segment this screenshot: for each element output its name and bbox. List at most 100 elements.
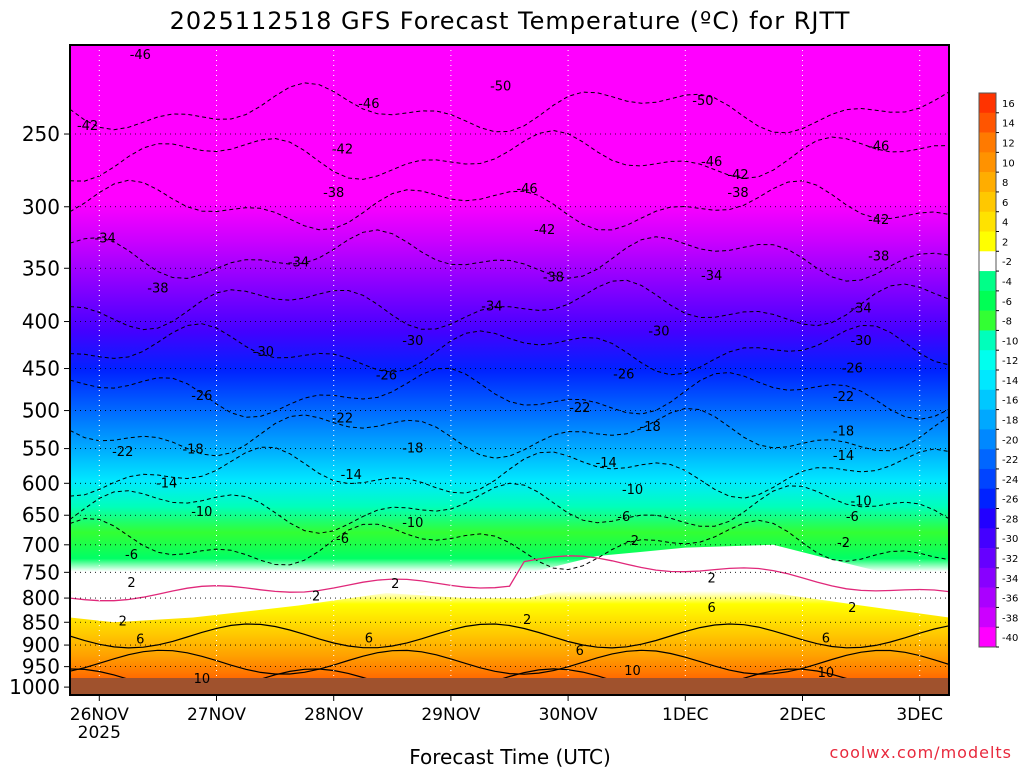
contour-dashed <box>70 446 949 499</box>
colorbar-label: -40 <box>1002 633 1018 644</box>
y-tick-label: 900 <box>22 633 60 657</box>
contour-label: 6 <box>365 631 373 646</box>
colorbar-label: 2 <box>1002 237 1008 248</box>
colorbar-label: 12 <box>1002 138 1015 149</box>
y-tick-label: 750 <box>22 560 60 584</box>
contour-dashed <box>70 129 949 182</box>
y-tick-label: 700 <box>22 533 60 557</box>
colorbar-swatch <box>979 211 996 232</box>
contour-label: -50 <box>490 80 511 95</box>
x-tick-label: 3DEC <box>896 705 943 725</box>
contour-label: -34 <box>850 301 871 316</box>
contour-label: -26 <box>376 369 397 384</box>
contour-label: -26 <box>842 362 863 377</box>
contour-label: -50 <box>692 94 713 109</box>
contour-label: -30 <box>253 345 274 360</box>
contour-label: -30 <box>850 334 871 349</box>
colorbar-label: -18 <box>1002 415 1018 426</box>
contour-label: -14 <box>596 456 617 471</box>
colorbar-swatch <box>979 370 996 391</box>
contour-label: -30 <box>648 324 669 339</box>
colorbar-swatch <box>979 627 996 648</box>
colorbar-label: -14 <box>1002 376 1018 387</box>
contour-label: -6 <box>336 532 349 547</box>
contour-label: -42 <box>77 119 98 134</box>
y-tick-label: 650 <box>22 503 60 527</box>
contour-label: -46 <box>868 140 889 155</box>
contour-label: 6 <box>822 631 830 646</box>
colorbar-swatch <box>979 251 996 272</box>
contour-label: -46 <box>130 48 151 63</box>
colorbar-label: -26 <box>1002 495 1018 506</box>
contour-label: -6 <box>846 510 859 525</box>
colorbar-label: -34 <box>1002 574 1018 585</box>
contour-label: -34 <box>288 256 309 271</box>
colorbar-swatch <box>979 468 996 490</box>
contour-label: -26 <box>191 389 212 404</box>
contour-label: 2 <box>391 577 399 592</box>
contour-label: 6 <box>136 632 144 647</box>
contour-label: -2 <box>837 536 850 551</box>
colorbar-label: 14 <box>1002 119 1015 130</box>
colorbar-swatch <box>979 350 996 371</box>
contour-solid <box>70 623 949 649</box>
colorbar-swatch <box>979 132 996 153</box>
contour-label: -14 <box>341 468 362 483</box>
contour-label: -42 <box>332 143 353 158</box>
contour-label: 2 <box>523 613 531 628</box>
y-tick-label: 250 <box>22 122 60 146</box>
colorbar-label: 10 <box>1002 158 1015 169</box>
colorbar-swatch <box>979 548 996 569</box>
y-axis: 2503003504004505005506006507007508008509… <box>9 122 70 699</box>
colorbar-swatch <box>979 310 996 331</box>
colorbar-swatch <box>979 429 996 450</box>
colorbar-label: 16 <box>1002 99 1015 110</box>
contour-label: 2 <box>119 614 127 629</box>
contour-label: -22 <box>112 445 133 460</box>
y-tick-label: 350 <box>22 256 60 280</box>
colorbar-swatch <box>979 449 996 470</box>
colorbar-label: -36 <box>1002 594 1018 605</box>
x-tick-label: 27NOV <box>187 705 246 725</box>
contour-label: -26 <box>613 368 634 383</box>
contour-label: 2 <box>708 572 716 587</box>
y-tick-label: 850 <box>22 610 60 634</box>
contour-labels: -46-42-50-46-42-38 -46-42-50-46-42-38-46-… <box>77 48 889 687</box>
colorbar-swatch <box>979 152 996 173</box>
contour-label: -38 <box>147 281 168 296</box>
plot-area <box>70 45 949 695</box>
contour-label: 2 <box>127 576 135 591</box>
colorbar-swatch <box>979 191 996 213</box>
colorbar-label: -8 <box>1002 317 1012 328</box>
colorbar-label: -28 <box>1002 514 1018 525</box>
contour-label: 2 <box>848 601 856 616</box>
colorbar-swatch <box>979 409 996 430</box>
contour-dashed <box>70 367 949 420</box>
colorbar-swatch <box>979 528 996 549</box>
x-tick-label: 26NOV <box>70 705 129 725</box>
colorbar-swatch <box>979 93 996 114</box>
contour-label: -10 <box>191 505 212 520</box>
colorbar-label: 8 <box>1002 178 1008 189</box>
colorbar-label: -6 <box>1002 297 1012 308</box>
contour-label: 2 <box>312 590 320 605</box>
colorbar-label: 4 <box>1002 218 1008 229</box>
contour-label: -38 <box>727 186 748 201</box>
contour-label: -46 <box>701 155 722 170</box>
contour-label: 10 <box>624 664 641 679</box>
colorbar-swatch <box>979 231 996 252</box>
colorbar-swatch <box>979 112 996 133</box>
contour-dashed <box>70 482 949 534</box>
contour-label: -10 <box>402 516 423 531</box>
contour-label: -42 <box>868 213 889 228</box>
colorbar-label: -16 <box>1002 396 1018 407</box>
contour-label: -2 <box>626 534 639 549</box>
plot-frame <box>69 44 950 696</box>
contour-label: -38 <box>868 250 889 265</box>
colorbar-label: -30 <box>1002 534 1018 545</box>
contour-label: -42 <box>534 223 555 238</box>
colorbar-label: -24 <box>1002 475 1018 486</box>
colorbar-swatch <box>979 567 996 588</box>
colorbar: 16 14 12 10 8 6 4 2 -2 -4 -6 -8 -10 -12 -14 -16 -18 -20 -2… <box>978 92 1018 648</box>
